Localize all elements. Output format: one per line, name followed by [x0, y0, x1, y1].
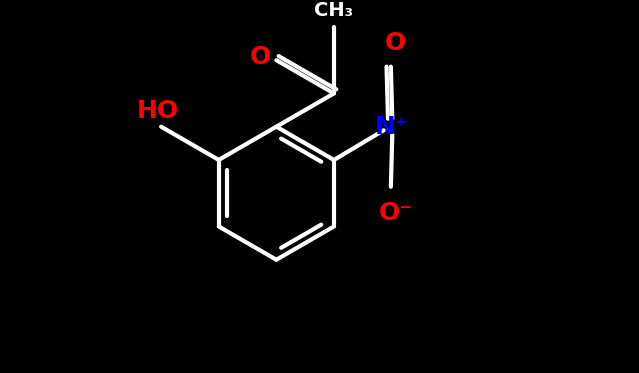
Text: O⁻: O⁻: [379, 201, 413, 225]
Text: CH₃: CH₃: [314, 1, 353, 21]
Text: O: O: [385, 31, 406, 55]
Text: N⁺: N⁺: [374, 115, 408, 139]
Text: O: O: [250, 44, 271, 69]
Text: HO: HO: [137, 99, 178, 123]
